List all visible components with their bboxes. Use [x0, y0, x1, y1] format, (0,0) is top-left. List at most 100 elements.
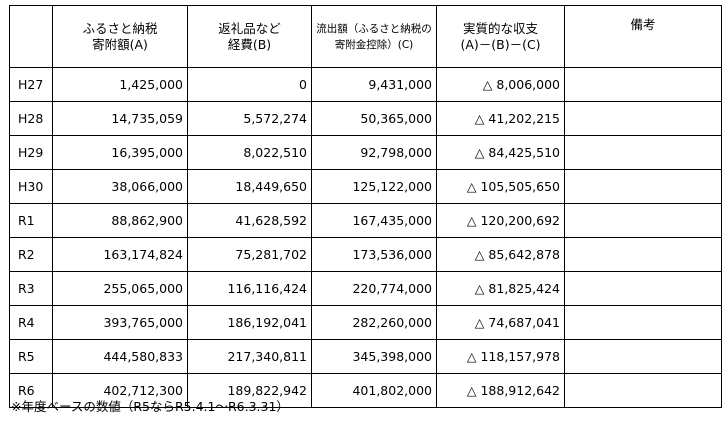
negative-triangle-mark: △ — [466, 212, 477, 228]
header-net-line2: (A)－(B)－(C) — [460, 36, 541, 52]
donation-cell: 16,395,000 — [52, 135, 188, 170]
remarks-cell — [564, 101, 722, 136]
net-balance-value: 74,687,041 — [488, 314, 560, 330]
table-row: R4 393,765,000 186,192,041 282,260,000 △ 74,6… — [9, 305, 722, 340]
expenses-cell: 186,192,041 — [187, 305, 312, 340]
table-row: H28 14,735,059 5,572,274 50,365,000 △ 41,202,… — [9, 101, 722, 136]
header-outflow: 流出額（ふるさと納税の 寄附金控除）(C) — [311, 5, 437, 68]
outflow-cell: 50,365,000 — [311, 101, 437, 136]
expenses-cell: 41,628,592 — [187, 203, 312, 238]
net-balance-cell: △ 120,200,692 — [436, 203, 565, 238]
header-expenses: 返礼品など 経費(B) — [187, 5, 312, 68]
negative-triangle-mark: △ — [474, 144, 485, 160]
table-row: R2 163,174,824 75,281,702 173,536,000 △ 85,64… — [9, 237, 722, 272]
outflow-cell: 173,536,000 — [311, 237, 437, 272]
net-balance-cell: △ 188,912,642 — [436, 373, 565, 408]
donation-cell: 402,712,300 — [52, 373, 188, 408]
table-row: R5 444,580,833 217,340,811 345,398,000 △ 118,… — [9, 339, 722, 374]
year-cell: R1 — [9, 203, 53, 238]
donation-cell: 444,580,833 — [52, 339, 188, 374]
header-donation-amount: ふるさと納税 寄附額(A) — [52, 5, 188, 68]
outflow-cell: 282,260,000 — [311, 305, 437, 340]
net-balance-cell: △ 105,505,650 — [436, 169, 565, 204]
remarks-cell — [564, 271, 722, 306]
negative-triangle-mark: △ — [474, 110, 485, 126]
expenses-cell: 8,022,510 — [187, 135, 312, 170]
table-row: R6 402,712,300 189,822,942 401,802,000 △ 188,… — [9, 373, 722, 408]
outflow-cell: 345,398,000 — [311, 339, 437, 374]
table-row: R1 88,862,900 41,628,592 167,435,000 △ 120,20… — [9, 203, 722, 238]
donation-balance-table: ふるさと納税 寄附額(A) 返礼品など 経費(B) 流出額（ふるさと納税の 寄附… — [9, 5, 722, 408]
year-cell: H28 — [9, 101, 53, 136]
year-cell: H29 — [9, 135, 53, 170]
net-balance-cell: △ 118,157,978 — [436, 339, 565, 374]
remarks-cell — [564, 339, 722, 374]
expenses-cell: 18,449,650 — [187, 169, 312, 204]
negative-triangle-mark: △ — [466, 382, 477, 398]
remarks-cell — [564, 373, 722, 408]
header-remarks: 備考 — [564, 5, 722, 68]
expenses-cell: 75,281,702 — [187, 237, 312, 272]
outflow-cell: 125,122,000 — [311, 169, 437, 204]
remarks-cell — [564, 135, 722, 170]
header-remarks-label: 備考 — [630, 17, 656, 32]
remarks-cell — [564, 169, 722, 204]
header-outflow-line1: 流出額（ふるさと納税の — [316, 22, 432, 35]
header-donation-line2: 寄附額(A) — [92, 36, 148, 52]
year-cell: R3 — [9, 271, 53, 306]
header-expenses-line2: 経費(B) — [227, 36, 272, 52]
table-row: H27 1,425,000 0 9,431,000 △ 8,006,000 — [9, 67, 722, 102]
outflow-cell: 9,431,000 — [311, 67, 437, 102]
remarks-cell — [564, 237, 722, 272]
net-balance-value: 188,912,642 — [480, 382, 560, 398]
net-balance-cell: △ 85,642,878 — [436, 237, 565, 272]
net-balance-value: 84,425,510 — [488, 144, 560, 160]
year-cell: R5 — [9, 339, 53, 374]
outflow-cell: 220,774,000 — [311, 271, 437, 306]
header-net-balance: 実質的な収支 (A)－(B)－(C) — [436, 5, 565, 68]
net-balance-cell: △ 8,006,000 — [436, 67, 565, 102]
net-balance-value: 81,825,424 — [488, 280, 560, 296]
donation-cell: 393,765,000 — [52, 305, 188, 340]
negative-triangle-mark: △ — [474, 314, 485, 330]
negative-triangle-mark: △ — [466, 348, 477, 364]
header-donation-line1: ふるさと納税 — [82, 20, 158, 36]
negative-triangle-mark: △ — [482, 76, 493, 92]
outflow-cell: 167,435,000 — [311, 203, 437, 238]
negative-triangle-mark: △ — [474, 246, 485, 262]
donation-cell: 88,862,900 — [52, 203, 188, 238]
net-balance-cell: △ 84,425,510 — [436, 135, 565, 170]
remarks-cell — [564, 305, 722, 340]
expenses-cell: 116,116,424 — [187, 271, 312, 306]
table-row: R3 255,065,000 116,116,424 220,774,000 △ 81,8… — [9, 271, 722, 306]
negative-triangle-mark: △ — [466, 178, 477, 194]
header-expenses-line1: 返礼品など — [218, 20, 281, 36]
year-cell: R4 — [9, 305, 53, 340]
net-balance-value: 8,006,000 — [496, 76, 560, 92]
table-row: H30 38,066,000 18,449,650 125,122,000 △ 105,5… — [9, 169, 722, 204]
net-balance-cell: △ 81,825,424 — [436, 271, 565, 306]
net-balance-value: 41,202,215 — [488, 110, 560, 126]
expenses-cell: 0 — [187, 67, 312, 102]
remarks-cell — [564, 67, 722, 102]
donation-cell: 1,425,000 — [52, 67, 188, 102]
donation-cell: 14,735,059 — [52, 101, 188, 136]
negative-triangle-mark: △ — [474, 280, 485, 296]
net-balance-value: 120,200,692 — [480, 212, 560, 228]
outflow-cell: 401,802,000 — [311, 373, 437, 408]
net-balance-value: 105,505,650 — [480, 178, 560, 194]
expenses-cell: 217,340,811 — [187, 339, 312, 374]
footnote: ※年度ベースの数値（R5ならR5.4.1～R6.3.31） — [11, 399, 289, 414]
year-cell: H27 — [9, 67, 53, 102]
net-balance-value: 85,642,878 — [488, 246, 560, 262]
year-cell: R6 — [9, 373, 53, 408]
net-balance-cell: △ 74,687,041 — [436, 305, 565, 340]
outflow-cell: 92,798,000 — [311, 135, 437, 170]
header-net-line1: 実質的な収支 — [462, 20, 538, 36]
net-balance-value: 118,157,978 — [480, 348, 560, 364]
donation-cell: 163,174,824 — [52, 237, 188, 272]
table-row: H29 16,395,000 8,022,510 92,798,000 △ 84,425,… — [9, 135, 722, 170]
year-cell: R2 — [9, 237, 53, 272]
header-row: ふるさと納税 寄附額(A) 返礼品など 経費(B) 流出額（ふるさと納税の 寄附… — [9, 5, 722, 68]
donation-cell: 38,066,000 — [52, 169, 188, 204]
